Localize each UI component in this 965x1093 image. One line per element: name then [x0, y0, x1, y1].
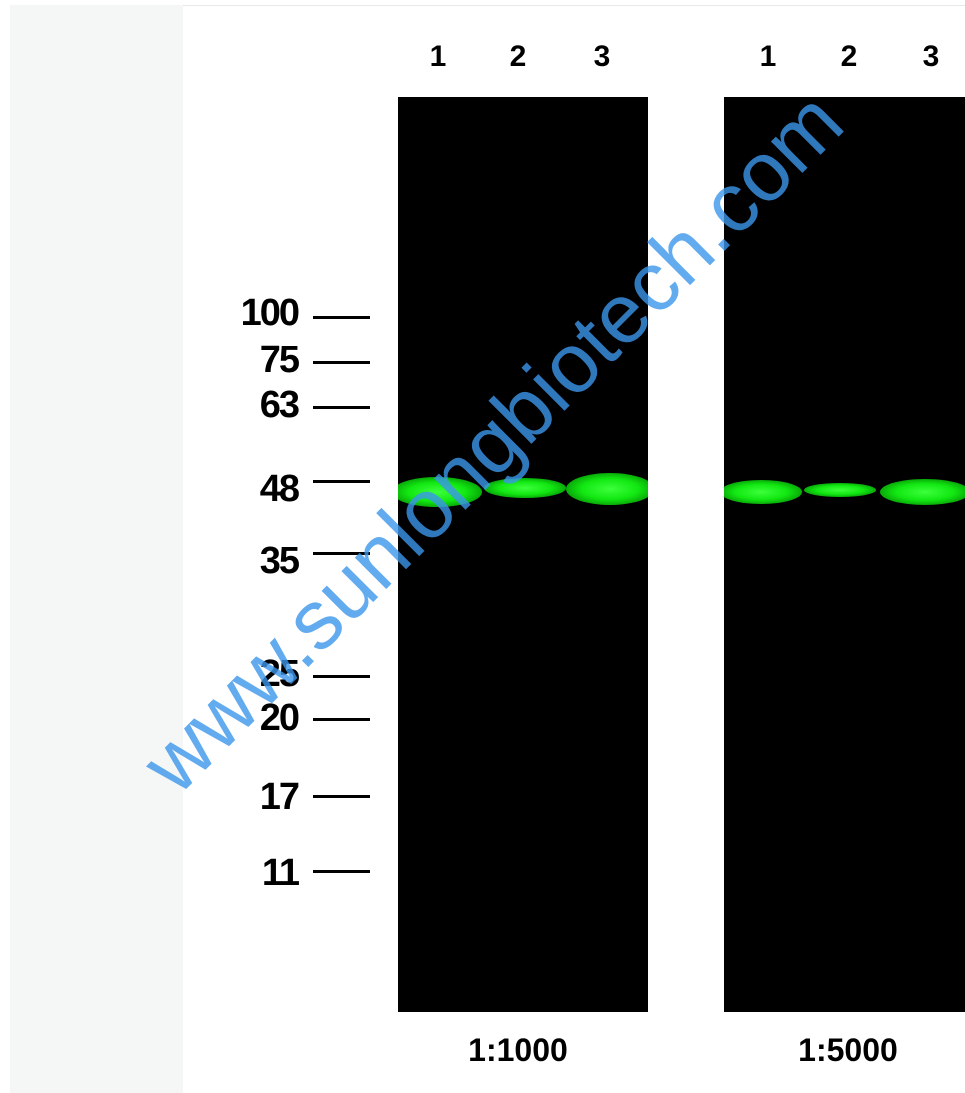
marker-label-20: 20	[259, 697, 300, 739]
dilution-label-right: 1:5000	[798, 1032, 898, 1068]
marker-tick-25	[313, 675, 370, 678]
band-right-lane-3	[880, 479, 965, 505]
blot-panel-1	[398, 97, 648, 1012]
marker-tick-75	[313, 361, 370, 364]
marker-label-11: 11	[261, 852, 300, 894]
marker-tick-20	[313, 718, 370, 721]
band-left-lane-1	[398, 477, 482, 507]
marker-label-75: 75	[259, 339, 300, 381]
lane-number-left-1: 1	[429, 40, 447, 73]
lane-number-right-2: 2	[840, 40, 858, 73]
marker-label-25: 25	[259, 653, 300, 695]
side-panel	[10, 5, 183, 1093]
marker-tick-48	[313, 480, 370, 483]
lane-number-right-3: 3	[922, 40, 940, 73]
band-left-lane-2	[484, 478, 566, 498]
marker-tick-100	[313, 316, 370, 319]
band-right-lane-2	[804, 483, 876, 497]
blot-panel-2	[724, 97, 965, 1012]
dilution-label-left: 1:1000	[468, 1032, 568, 1068]
band-left-lane-3	[566, 473, 648, 505]
lane-number-left-2: 2	[509, 40, 527, 73]
marker-tick-17	[313, 795, 370, 798]
marker-label-100: 100	[240, 292, 300, 334]
marker-label-35: 35	[259, 540, 300, 582]
marker-tick-11	[313, 870, 370, 873]
lane-number-right-1: 1	[759, 40, 777, 73]
marker-tick-35	[313, 552, 370, 555]
band-right-lane-1	[724, 480, 802, 504]
lane-number-left-3: 3	[593, 40, 611, 73]
marker-label-17: 17	[259, 776, 300, 818]
top-border	[183, 5, 965, 6]
marker-label-63: 63	[259, 384, 300, 426]
marker-tick-63	[313, 406, 370, 409]
marker-label-48: 48	[259, 468, 300, 510]
